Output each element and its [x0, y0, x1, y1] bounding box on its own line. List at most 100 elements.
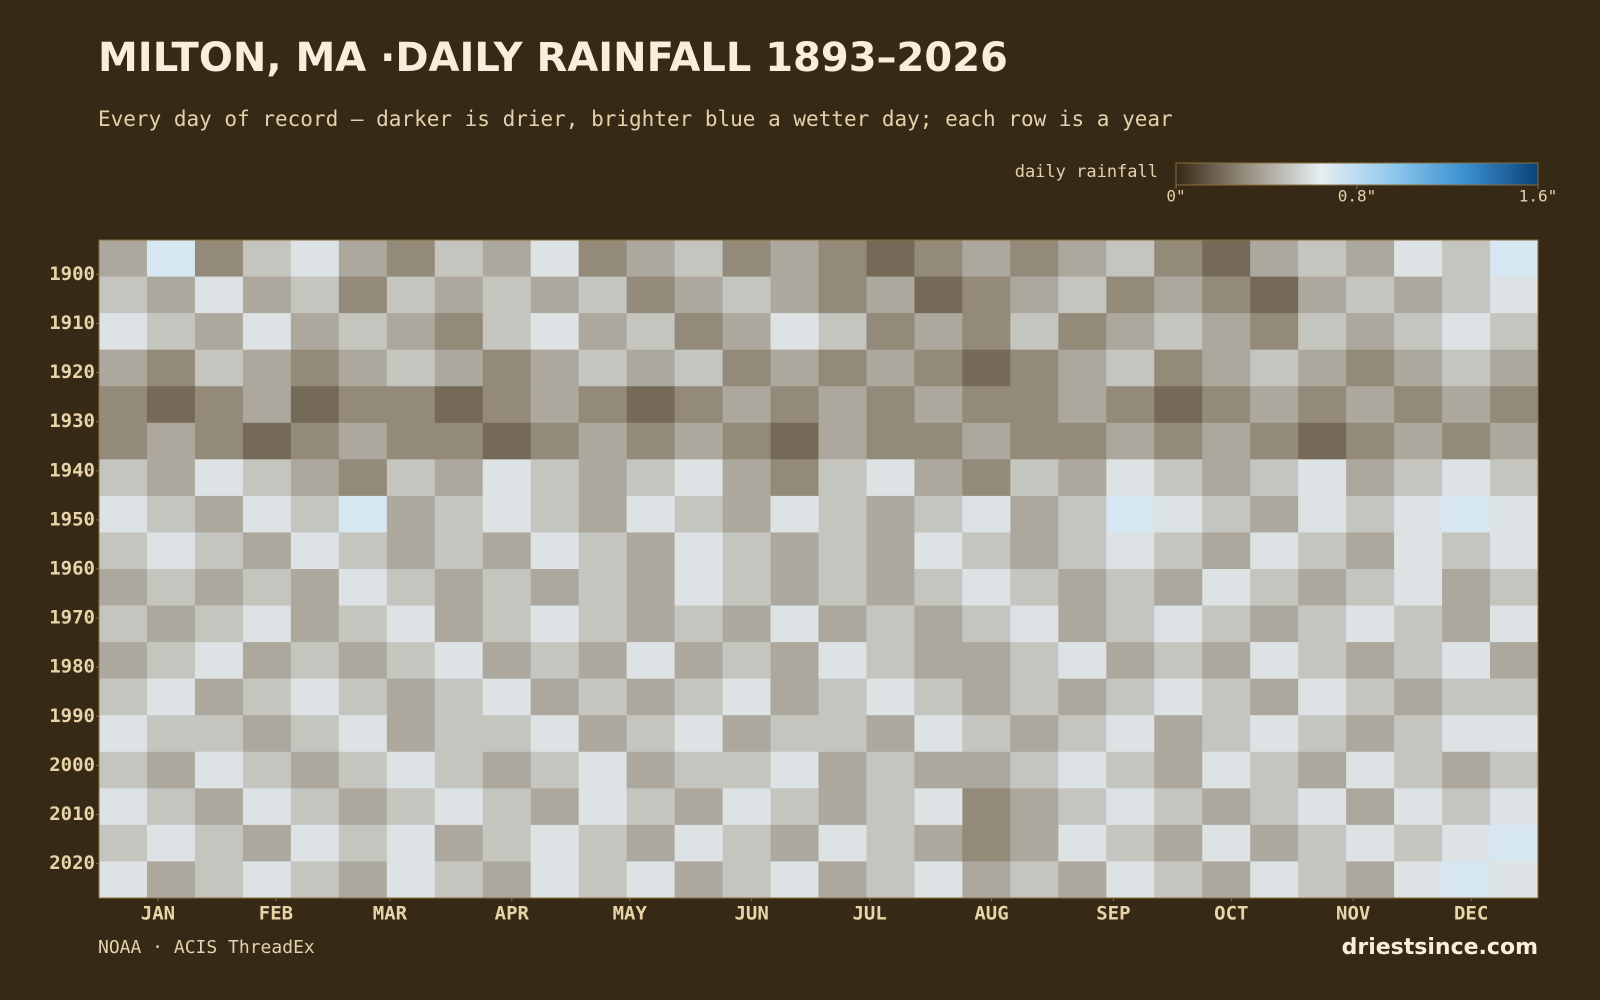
heat-cell	[290, 788, 340, 826]
heat-cell	[386, 569, 436, 607]
heat-cell	[818, 532, 867, 570]
heat-cell	[1298, 532, 1347, 570]
heat-cell	[1346, 422, 1395, 460]
heat-cell	[1490, 788, 1539, 826]
heat-cell	[530, 605, 580, 643]
heat-cell	[290, 569, 340, 607]
heat-cell	[866, 715, 915, 753]
heat-cell	[386, 313, 436, 351]
heat-cell	[1298, 240, 1347, 278]
heat-cell	[290, 459, 340, 497]
heat-cell	[1010, 532, 1059, 570]
heat-cell	[770, 276, 819, 314]
heat-cell	[1394, 824, 1443, 862]
heat-cell	[1346, 678, 1395, 716]
x-tick-label: DEC	[1454, 903, 1488, 925]
heat-cell	[1058, 642, 1107, 680]
colorbar	[1175, 162, 1539, 186]
heat-cell	[1058, 824, 1107, 862]
heat-cell	[1106, 422, 1155, 460]
heat-cell	[1202, 313, 1251, 351]
heat-cell	[1058, 240, 1107, 278]
heat-cell	[242, 642, 292, 680]
heat-cell	[1298, 605, 1347, 643]
heat-cell	[1442, 313, 1491, 351]
heat-cell	[338, 240, 388, 278]
heat-cell	[722, 532, 772, 570]
heat-cell	[1202, 824, 1251, 862]
heat-cell	[914, 495, 963, 533]
colorbar-tick-label: 0"	[1166, 187, 1185, 206]
heat-cell	[1298, 788, 1347, 826]
heat-cell	[1010, 824, 1059, 862]
heat-cell	[146, 715, 196, 753]
heat-cell	[578, 422, 628, 460]
heat-cell	[434, 276, 484, 314]
y-tick-label: 2000	[49, 754, 95, 776]
heat-cell	[1250, 532, 1299, 570]
heat-cell	[818, 386, 867, 424]
heat-cell	[1346, 715, 1395, 753]
heat-cell	[242, 678, 292, 716]
heat-cell	[818, 495, 867, 533]
heat-cell	[962, 642, 1011, 680]
heat-cell	[962, 276, 1011, 314]
heat-cell	[1106, 459, 1155, 497]
heat-cell	[722, 824, 772, 862]
heat-cell	[818, 240, 867, 278]
heat-cell	[866, 861, 915, 899]
heat-cell	[1202, 495, 1251, 533]
heat-cell	[242, 422, 292, 460]
heat-cell	[1058, 751, 1107, 789]
heat-cell	[1154, 751, 1203, 789]
x-tick-label: MAR	[373, 903, 408, 925]
heat-cell	[1010, 569, 1059, 607]
heat-cell	[1490, 861, 1539, 899]
heat-cell	[1010, 605, 1059, 643]
heat-cell	[1442, 240, 1491, 278]
heat-cell	[1490, 605, 1539, 643]
heat-cell	[1106, 788, 1155, 826]
heat-cell	[482, 240, 532, 278]
heat-cell	[434, 861, 484, 899]
heat-cell	[578, 569, 628, 607]
heat-cell	[338, 788, 388, 826]
heat-cell	[722, 422, 772, 460]
heat-cell	[1202, 422, 1251, 460]
heat-cell	[866, 276, 915, 314]
heat-cell	[914, 386, 963, 424]
heat-cell	[866, 788, 915, 826]
heat-cell	[482, 386, 532, 424]
heat-cell	[674, 459, 724, 497]
heat-cell	[1058, 715, 1107, 753]
heat-cell	[338, 349, 388, 387]
heat-cell	[290, 642, 340, 680]
heat-cell	[434, 495, 484, 533]
heat-cell	[722, 569, 772, 607]
y-tick-label: 1980	[49, 656, 95, 678]
heat-cell	[146, 532, 196, 570]
heat-cell	[1250, 459, 1299, 497]
heat-cell	[578, 605, 628, 643]
heat-cell	[1250, 861, 1299, 899]
heat-cell	[1058, 605, 1107, 643]
heat-cell	[386, 422, 436, 460]
heat-cell	[482, 824, 532, 862]
heat-cell	[1298, 642, 1347, 680]
heat-cell	[962, 459, 1011, 497]
heat-cell	[722, 349, 772, 387]
heat-cell	[290, 276, 340, 314]
heat-cell	[338, 532, 388, 570]
heat-cell	[1106, 495, 1155, 533]
heat-cell	[434, 532, 484, 570]
heat-cell	[1154, 495, 1203, 533]
heat-cell	[1346, 824, 1395, 862]
heat-cell	[146, 788, 196, 826]
heat-cell	[530, 386, 580, 424]
heat-cell	[386, 861, 436, 899]
heat-cell	[1250, 495, 1299, 533]
heat-cell	[1490, 678, 1539, 716]
heat-cell	[818, 715, 867, 753]
heat-cell	[146, 569, 196, 607]
heat-cell	[1010, 240, 1059, 278]
